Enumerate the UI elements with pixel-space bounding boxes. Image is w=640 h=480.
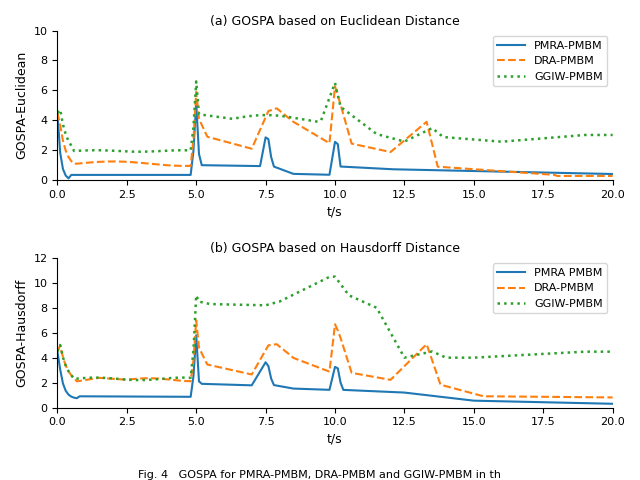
Line: GGIW-PMBM: GGIW-PMBM [58,82,612,152]
PMRA PMBM [356,388,364,394]
GGIW-PMBM [193,79,200,84]
DRA-PMBM [193,317,200,323]
PMRA-PMBM [193,100,200,106]
PMRA-PMBM [262,134,269,140]
Line: GGIW-PMBM: GGIW-PMBM [58,276,612,380]
X-axis label: t/s: t/s [327,205,343,218]
Line: DRA-PMBM: DRA-PMBM [58,86,612,176]
PMRA-PMBM [567,170,575,176]
Line: PMRA-PMBM: PMRA-PMBM [58,103,612,178]
GGIW-PMBM [104,375,111,381]
PMRA PMBM [259,364,267,370]
DRA-PMBM [287,117,294,122]
DRA-PMBM [356,372,364,377]
GGIW-PMBM [56,107,64,112]
PMRA-PMBM [65,175,72,181]
PMRA-PMBM [54,110,61,116]
DRA-PMBM [104,375,111,381]
PMRA PMBM [54,348,61,354]
DRA-PMBM [609,395,616,400]
DRA-PMBM [56,343,64,348]
PMRA PMBM [564,400,572,406]
GGIW-PMBM [289,292,297,298]
DRA-PMBM [567,173,575,179]
PMRA-PMBM [56,150,64,156]
DRA-PMBM [56,122,64,128]
Line: DRA-PMBM: DRA-PMBM [58,320,612,397]
GGIW-PMBM [567,133,575,139]
DRA-PMBM [104,158,111,164]
GGIW-PMBM [54,110,61,116]
DRA-PMBM [289,355,297,361]
DRA-PMBM [564,394,572,400]
PMRA PMBM [289,386,297,392]
GGIW-PMBM [56,342,64,348]
DRA-PMBM [256,127,264,133]
PMRA PMBM [193,332,200,338]
PMRA-PMBM [106,172,114,178]
GGIW-PMBM [259,302,267,308]
GGIW-PMBM [262,112,269,118]
PMRA PMBM [56,367,64,372]
DRA-PMBM [54,348,61,354]
PMRA-PMBM [359,165,367,170]
GGIW-PMBM [137,149,145,155]
GGIW-PMBM [567,349,575,355]
Line: PMRA PMBM: PMRA PMBM [58,335,612,404]
GGIW-PMBM [359,121,367,127]
Legend: PMRA-PMBM, DRA-PMBM, GGIW-PMBM: PMRA-PMBM, DRA-PMBM, GGIW-PMBM [493,36,607,86]
Y-axis label: GOSPA-Euclidean: GOSPA-Euclidean [15,51,28,159]
GGIW-PMBM [137,377,145,383]
Text: Fig. 4   GOSPA for PMRA-PMBM, DRA-PMBM and GGIW-PMBM in th: Fig. 4 GOSPA for PMRA-PMBM, DRA-PMBM and… [138,469,502,480]
DRA-PMBM [356,143,364,148]
Legend: PMRA PMBM, DRA-PMBM, GGIW-PMBM: PMRA PMBM, DRA-PMBM, GGIW-PMBM [493,264,607,313]
GGIW-PMBM [54,348,61,354]
GGIW-PMBM [331,274,339,279]
PMRA-PMBM [292,171,300,177]
Y-axis label: GOSPA-Hausdorff: GOSPA-Hausdorff [15,278,28,387]
DRA-PMBM [609,173,616,179]
GGIW-PMBM [609,349,616,355]
DRA-PMBM [259,352,267,358]
GGIW-PMBM [359,299,367,304]
DRA-PMBM [54,110,61,116]
DRA-PMBM [331,84,339,89]
PMRA PMBM [609,401,616,407]
DRA-PMBM [553,173,561,179]
Title: (b) GOSPA based on Hausdorff Distance: (b) GOSPA based on Hausdorff Distance [210,242,460,255]
GGIW-PMBM [609,132,616,138]
Title: (a) GOSPA based on Euclidean Distance: (a) GOSPA based on Euclidean Distance [210,15,460,28]
GGIW-PMBM [292,115,300,121]
X-axis label: t/s: t/s [327,433,343,446]
GGIW-PMBM [104,147,111,153]
PMRA PMBM [104,394,111,399]
PMRA-PMBM [609,171,616,177]
